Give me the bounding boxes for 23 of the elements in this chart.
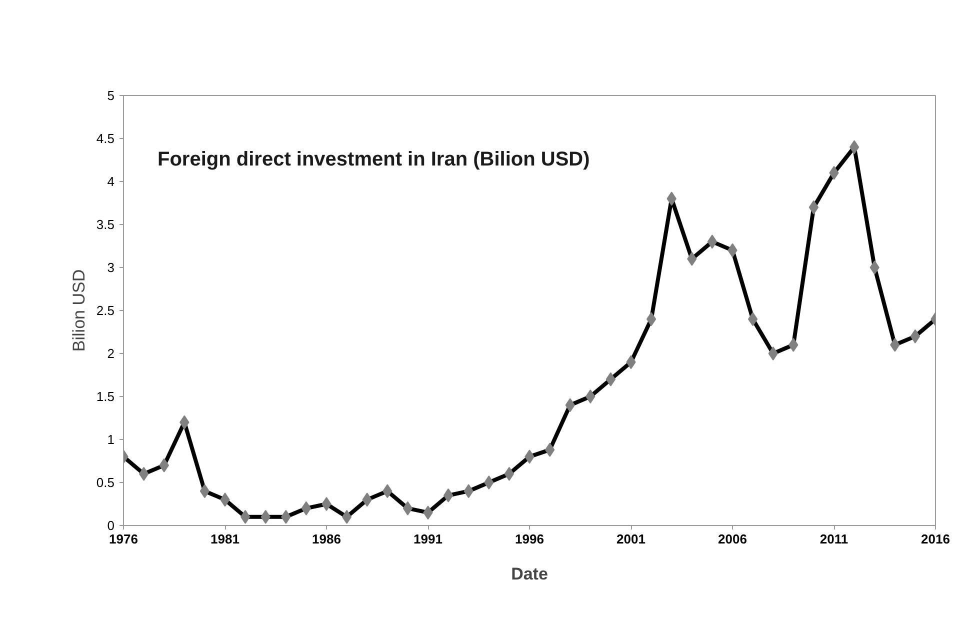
y-tick-label: 3 <box>107 260 115 275</box>
y-tick-label: 1.5 <box>96 389 115 404</box>
y-axis-title: Bilion USD <box>69 269 88 352</box>
x-tick-label: 1986 <box>312 532 341 546</box>
x-tick-label: 2006 <box>718 532 747 546</box>
y-tick-label: 3.5 <box>96 217 115 232</box>
y-tick-label: 2 <box>107 346 115 361</box>
x-tick-label: 1996 <box>515 532 544 546</box>
x-axis-title: Date <box>511 564 548 584</box>
y-tick-label: 0 <box>107 518 115 533</box>
y-tick-label: 4 <box>107 174 115 189</box>
y-tick-label: 1 <box>107 432 115 447</box>
y-tick-label: 4.5 <box>96 131 115 146</box>
x-tick-label: 1981 <box>210 532 240 546</box>
x-tick-label: 1976 <box>109 532 138 546</box>
text: Foreign direct investment in Iran (Bilion USD) <box>158 148 590 170</box>
y-tick-label: 0.5 <box>96 475 115 490</box>
y-tick-label: 5 <box>107 88 115 103</box>
x-tick-label: 1991 <box>414 532 442 546</box>
y-tick-label: 2.5 <box>96 303 115 318</box>
x-tick-label: 2011 <box>820 532 848 546</box>
x-tick-label: 2016 <box>921 532 950 546</box>
x-tick-label: 2001 <box>616 532 646 546</box>
